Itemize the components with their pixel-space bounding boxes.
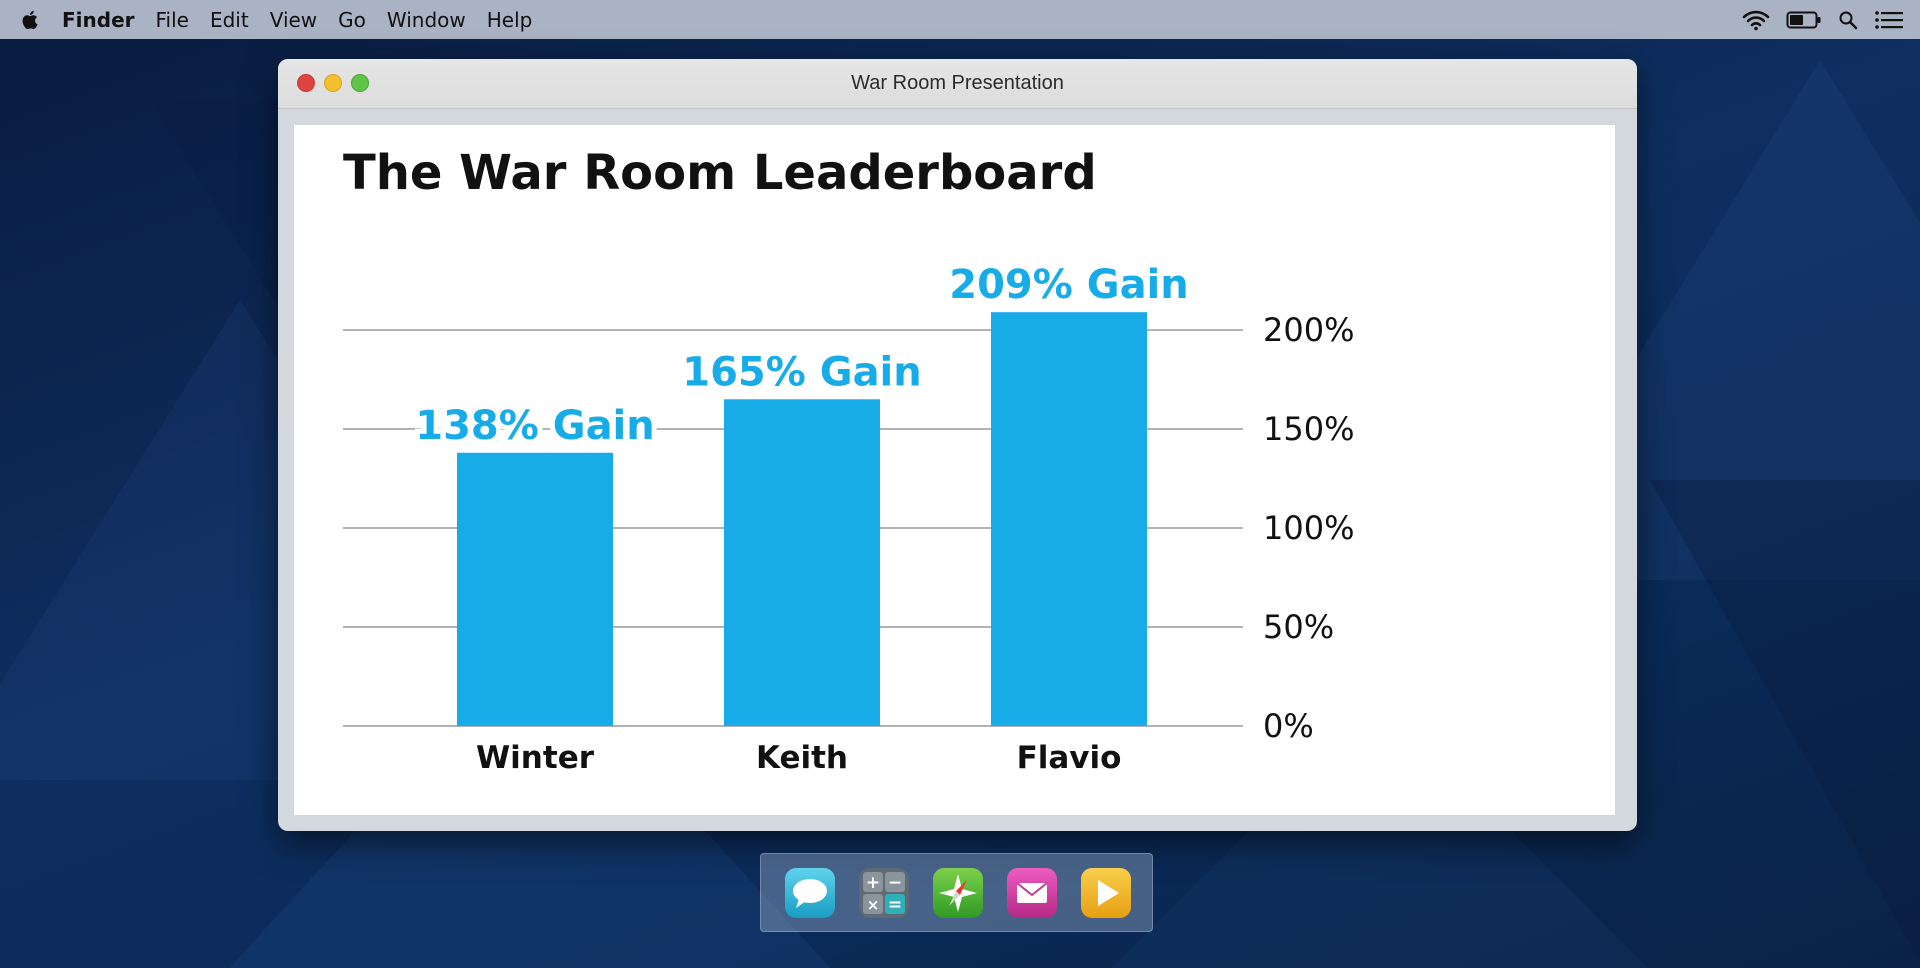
apple-menu-icon[interactable] <box>0 9 62 31</box>
menu-app-name[interactable]: Finder <box>62 7 135 32</box>
y-tick-label: 0% <box>1263 707 1314 745</box>
chart-title: The War Room Leaderboard <box>343 145 1097 201</box>
menu-view[interactable]: View <box>269 7 318 32</box>
window-title: War Room Presentation <box>851 72 1064 94</box>
battery-icon[interactable] <box>1786 10 1822 30</box>
presentation-slide: The War Room Leaderboard 0% 50% 100% 150% 20… <box>294 125 1615 815</box>
y-tick-label: 100% <box>1263 509 1354 547</box>
minimize-button[interactable] <box>324 74 342 92</box>
window-titlebar[interactable]: War Room Presentation <box>278 59 1637 109</box>
y-tick-label: 200% <box>1263 311 1354 349</box>
bar-data-label: 209% Gain <box>949 262 1189 308</box>
leaderboard-chart: The War Room Leaderboard 0% 50% 100% 150% 20… <box>343 145 1354 776</box>
menu-bar: Finder File Edit View Go Window Help <box>0 0 1920 39</box>
presentation-window: War Room Presentation The War Room Leade… <box>278 59 1637 831</box>
bar <box>457 452 613 726</box>
menu-go[interactable]: Go <box>338 7 366 32</box>
dock: + − × = <box>760 853 1153 932</box>
wifi-icon[interactable] <box>1742 9 1770 31</box>
menu-window[interactable]: Window <box>386 7 466 32</box>
messages-icon[interactable] <box>785 868 835 918</box>
menu-help[interactable]: Help <box>486 7 533 32</box>
category-label: Winter <box>476 740 595 776</box>
svg-text:−: − <box>888 873 902 893</box>
bar <box>991 312 1147 726</box>
category-label: Keith <box>756 740 848 776</box>
calculator-icon[interactable]: + − × = <box>859 868 909 918</box>
bar-data-label: 165% Gain <box>682 349 922 395</box>
svg-text:=: = <box>888 895 902 915</box>
category-label: Flavio <box>1017 740 1122 776</box>
svg-text:+: + <box>866 873 880 893</box>
close-button[interactable] <box>297 74 315 92</box>
safari-compass-icon[interactable] <box>933 868 983 918</box>
status-area <box>1742 0 1920 39</box>
spotlight-search-icon[interactable] <box>1838 10 1858 30</box>
bar <box>724 399 880 726</box>
menu-file[interactable]: File <box>155 7 189 32</box>
notification-center-icon[interactable] <box>1874 10 1904 30</box>
menu-edit[interactable]: Edit <box>209 7 249 32</box>
svg-text:×: × <box>867 896 880 914</box>
bar-data-label: 138% Gain <box>415 403 655 449</box>
mail-icon[interactable] <box>1007 868 1057 918</box>
y-tick-label: 150% <box>1263 410 1354 448</box>
zoom-button[interactable] <box>351 74 369 92</box>
media-player-icon[interactable] <box>1081 868 1131 918</box>
y-tick-label: 50% <box>1263 608 1334 646</box>
